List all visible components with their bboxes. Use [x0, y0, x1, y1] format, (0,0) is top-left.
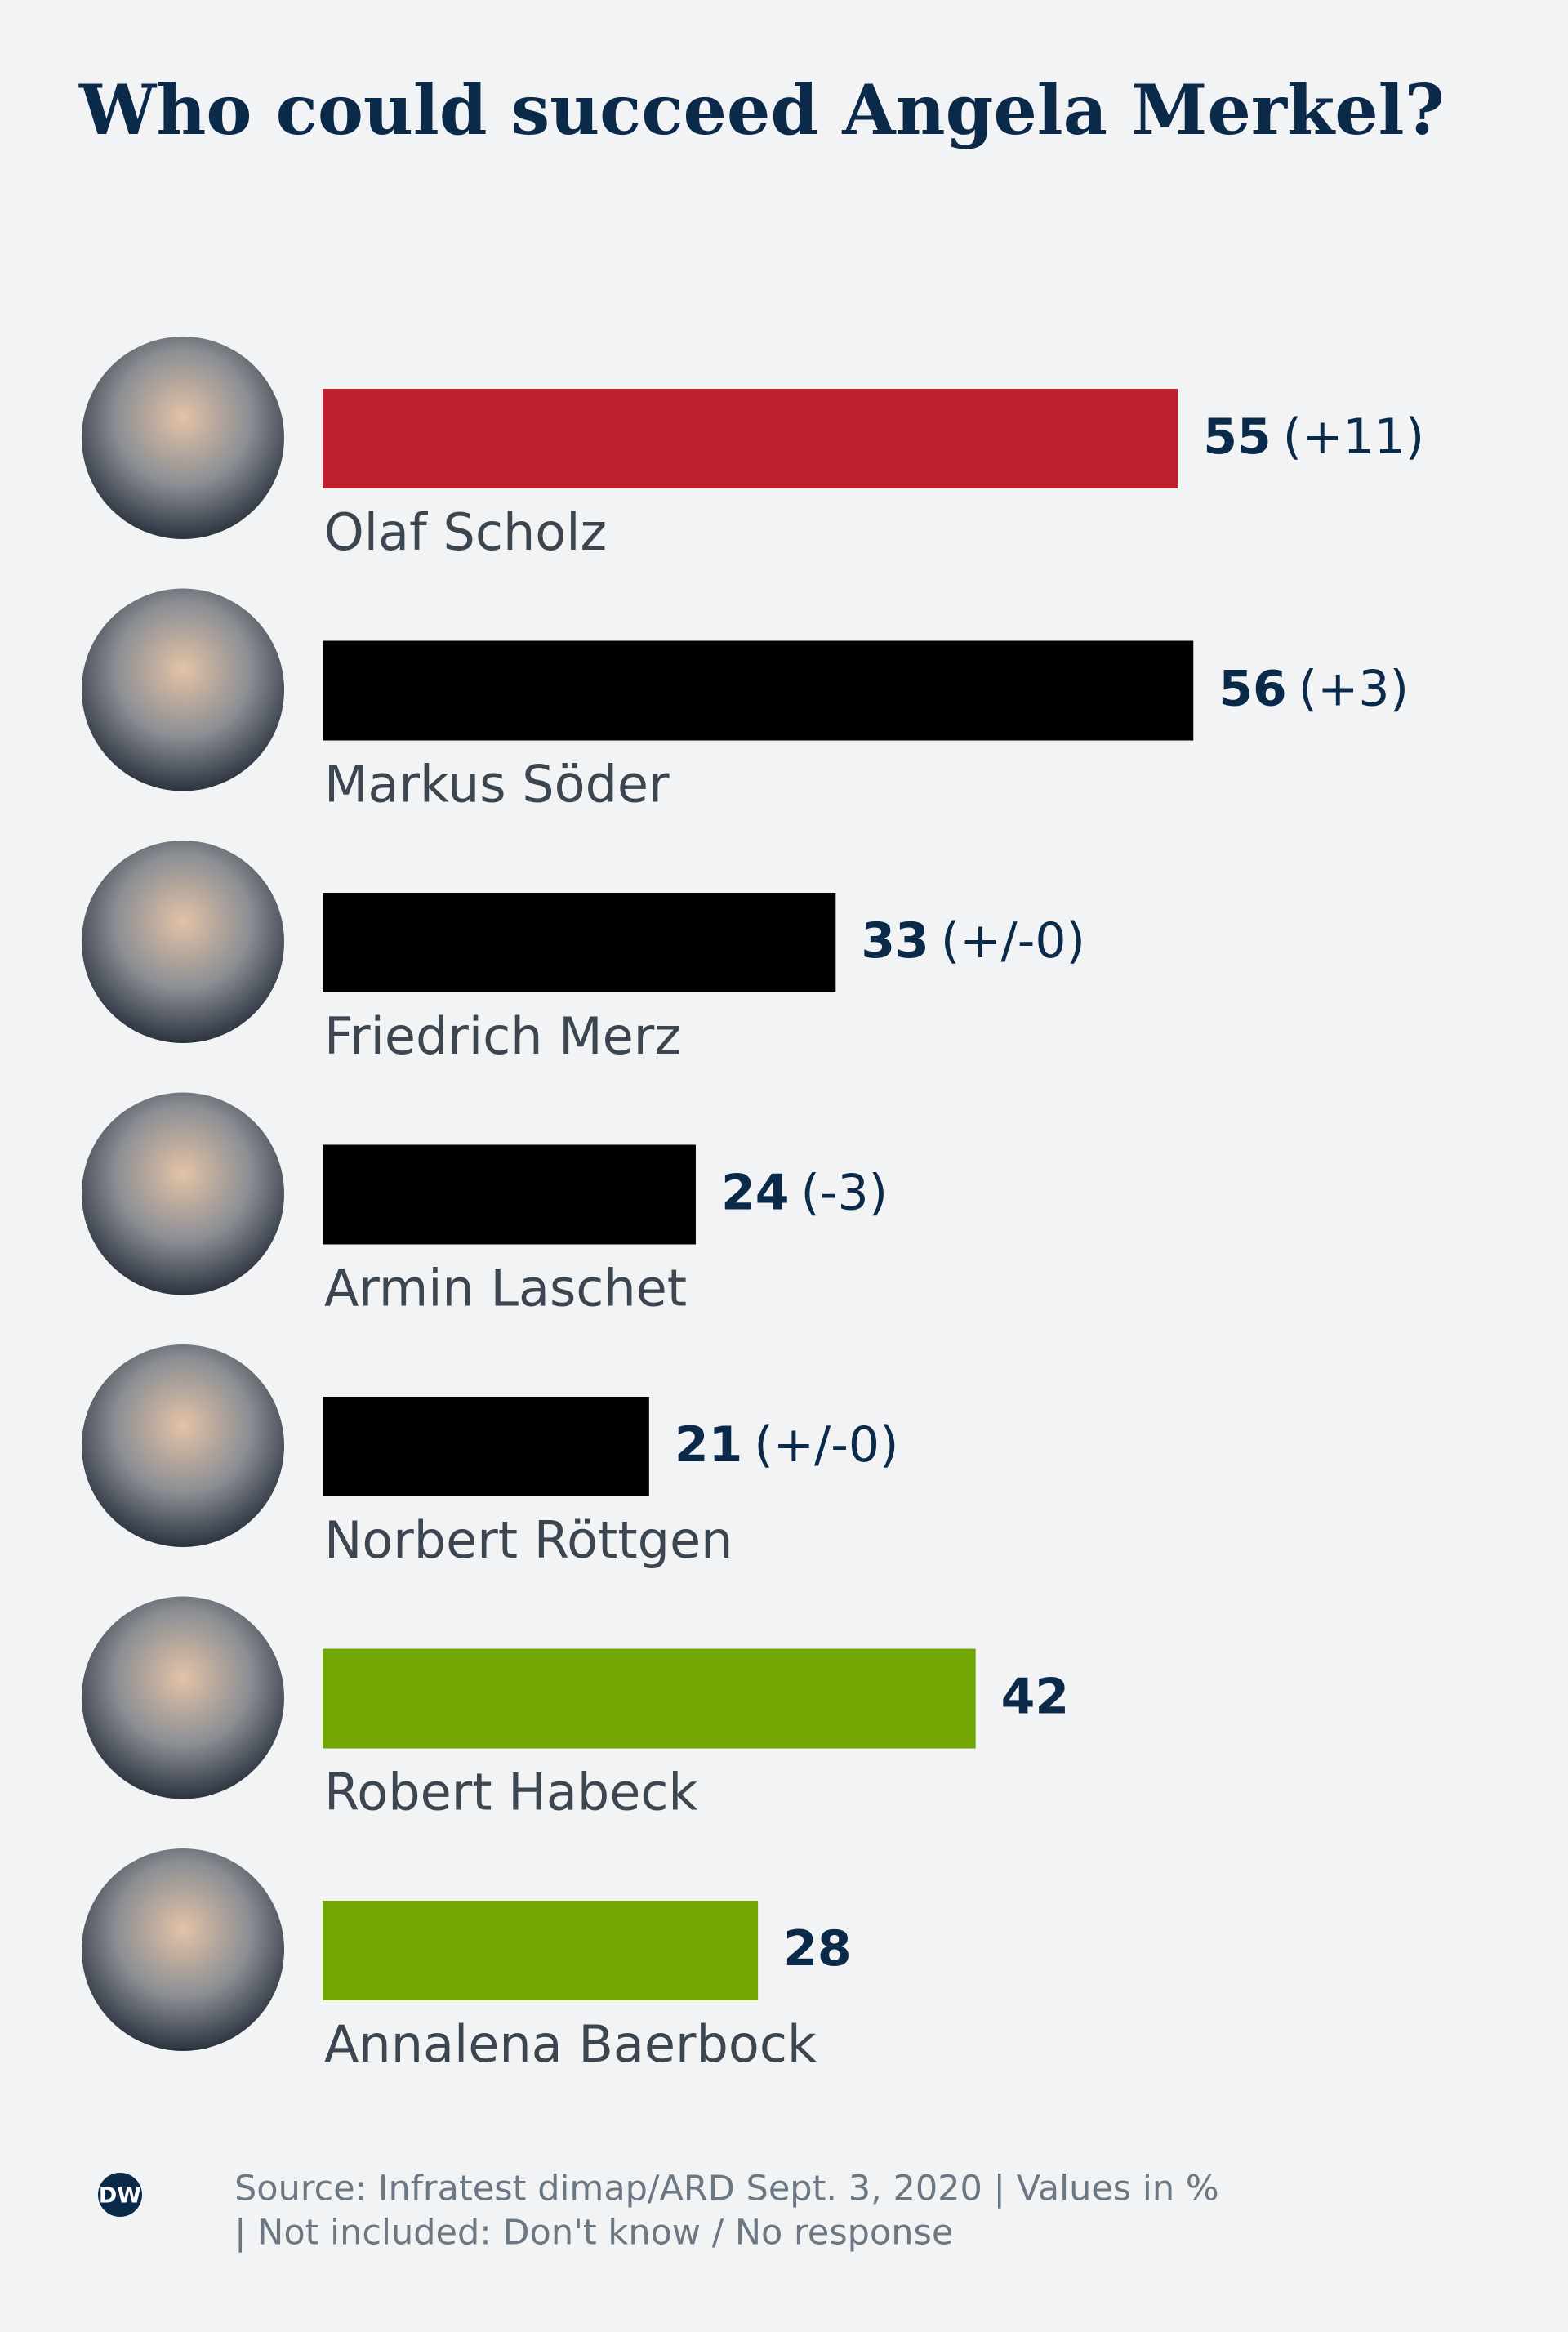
value: 33: [861, 912, 929, 970]
portrait: [82, 337, 284, 539]
chart-title: Who could succeed Angela Merkel?: [78, 69, 1445, 150]
value: 42: [1001, 1668, 1070, 1725]
change-label: (+3): [1298, 660, 1409, 717]
value-label: 33 (+/-0): [861, 912, 1085, 970]
category-label: Olaf Scholz: [324, 502, 607, 562]
value: 56: [1218, 660, 1287, 717]
logo: DW: [98, 2173, 142, 2217]
portrait: [82, 588, 284, 791]
portrait: [82, 1596, 284, 1799]
source-text: Source: Infratest dimap/ARD Sept. 3, 202…: [234, 2169, 1219, 2209]
value: 24: [721, 1164, 790, 1221]
portrait: [82, 1344, 284, 1547]
bar: [323, 640, 1194, 741]
portrait: [82, 1092, 284, 1295]
value: 21: [675, 1416, 743, 1474]
portrait: [82, 1848, 284, 2051]
change-label: (+/-0): [941, 912, 1085, 970]
category-label: Markus Söder: [324, 755, 670, 814]
category-label: Armin Laschet: [324, 1259, 687, 1318]
value-label: 28: [783, 1920, 852, 1978]
value-label: 24 (-3): [721, 1164, 888, 1221]
value-label: 56 (+3): [1218, 660, 1409, 717]
source-text: | Not included: Don't know / No response: [234, 2213, 953, 2254]
bar: [323, 1901, 759, 2000]
value-label: 42: [1001, 1668, 1070, 1725]
value-label: 55 (+11): [1203, 408, 1424, 466]
logo-text: DW: [99, 2183, 141, 2209]
bar: [323, 1397, 649, 1496]
bar: [323, 389, 1178, 488]
logo-circle: [98, 2173, 142, 2217]
bar: [323, 1648, 976, 1749]
value: 28: [783, 1920, 852, 1978]
change-label: (-3): [800, 1164, 888, 1221]
category-label: Norbert Röttgen: [324, 1510, 733, 1570]
category-label: Friedrich Merz: [324, 1006, 681, 1066]
bar: [323, 893, 836, 992]
change-label: (+/-0): [754, 1416, 898, 1474]
category-label: Annalena Baerbock: [324, 2014, 817, 2074]
value-label: 21 (+/-0): [675, 1416, 899, 1474]
portrait: [82, 841, 284, 1043]
value: 55: [1203, 408, 1272, 466]
change-label: (+11): [1283, 408, 1424, 466]
category-label: Robert Habeck: [324, 1763, 697, 1822]
bar: [323, 1144, 696, 1245]
